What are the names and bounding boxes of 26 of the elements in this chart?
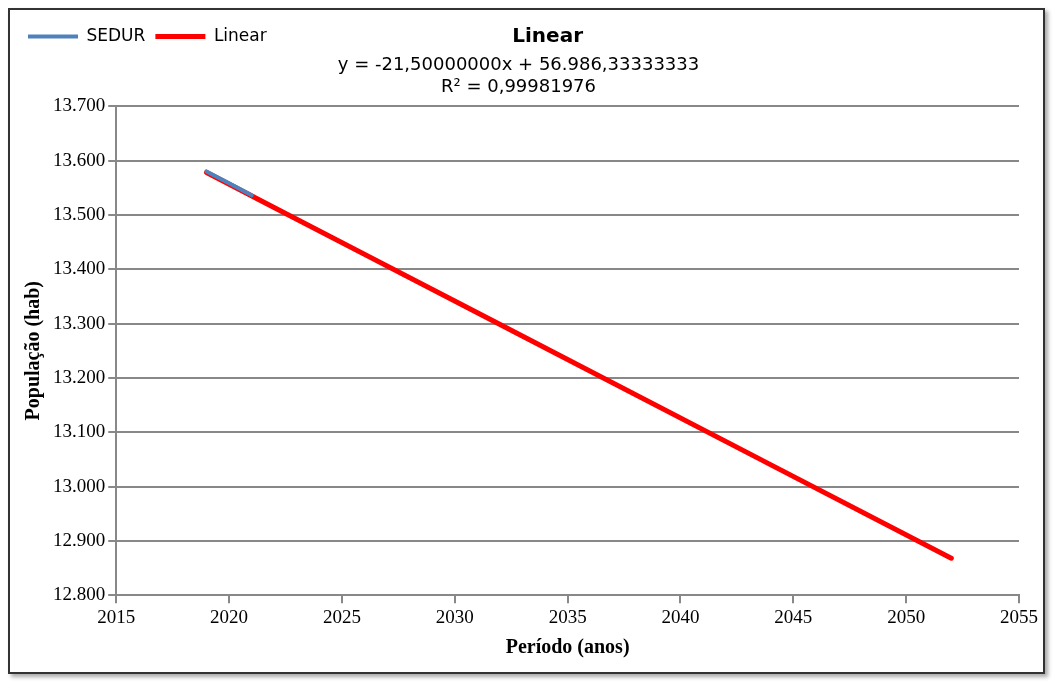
y-tick-label: 13.200	[53, 365, 106, 387]
y-tick-label: 13.100	[53, 420, 106, 442]
x-tick-label: 2030	[435, 605, 474, 627]
chart-title: Linear	[512, 22, 584, 47]
x-tick-label: 2045	[774, 605, 813, 627]
x-tick-label: 2040	[661, 605, 700, 627]
legend-label: Linear	[213, 24, 267, 45]
text: y = -21,50000000x + 56.986,33333333	[337, 53, 700, 75]
x-tick-label: 2055	[1000, 605, 1038, 627]
y-tick-label: 12.900	[53, 528, 106, 550]
x-tick-label: 2015	[97, 605, 136, 627]
y-tick-label: 13.300	[53, 311, 106, 333]
y-tick-label: 12.800	[53, 583, 106, 605]
x-tick-label: 2035	[548, 605, 587, 627]
x-tick-label: 2025	[322, 605, 361, 627]
y-tick-label: 13.000	[53, 474, 106, 496]
y-tick-label: 13.400	[53, 257, 106, 279]
y-axis-title: População (hab)	[21, 280, 45, 421]
legend-label: SEDUR	[86, 24, 146, 45]
y-tick-label: 13.500	[53, 202, 106, 224]
y-tick-label: 13.600	[53, 148, 106, 170]
text: R² = 0,99981976	[440, 75, 597, 97]
x-axis-title: Período (anos)	[505, 635, 630, 659]
x-tick-label: 2020	[210, 605, 249, 627]
x-tick-label: 2050	[887, 605, 926, 627]
y-tick-label: 13.700	[53, 94, 106, 116]
